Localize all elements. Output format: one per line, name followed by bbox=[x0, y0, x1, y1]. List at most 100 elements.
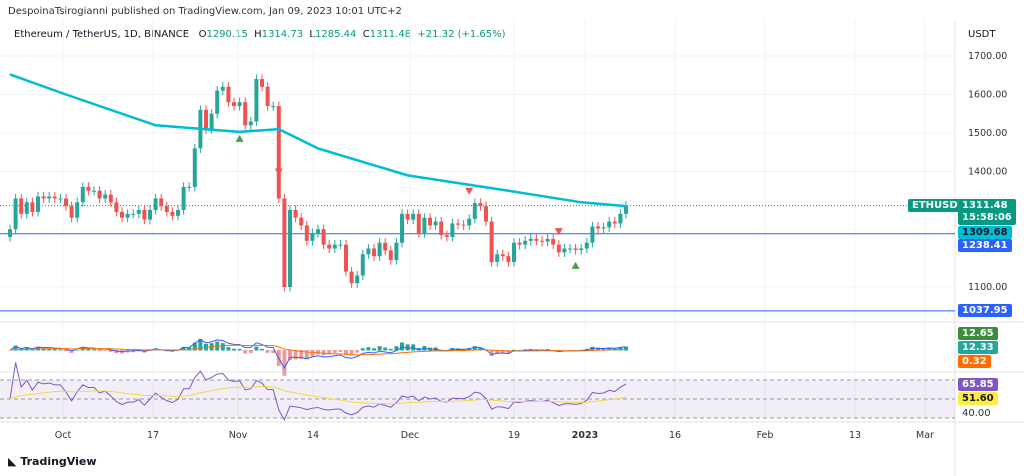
y-tick-label: 1600.00 bbox=[968, 90, 1007, 101]
macd-histogram-bar bbox=[624, 346, 628, 351]
open-value: 1290.15 bbox=[206, 29, 248, 40]
candle-body bbox=[607, 221, 612, 228]
candle-body bbox=[293, 210, 298, 218]
candle-body bbox=[97, 190, 102, 199]
candle-body bbox=[478, 203, 483, 207]
macd-histogram-bar bbox=[478, 347, 483, 351]
symbol-legend: Ethereum / TetherUS, 1D, BINANCE O1290.1… bbox=[14, 29, 506, 40]
candle-body bbox=[108, 194, 113, 203]
candle-body bbox=[136, 210, 141, 214]
candle-body bbox=[215, 90, 220, 114]
candle-body bbox=[433, 221, 438, 226]
macd-histogram-bar bbox=[299, 350, 304, 359]
candle-body bbox=[192, 148, 197, 187]
candle-body bbox=[237, 102, 242, 107]
macd-histogram-bar bbox=[573, 350, 578, 351]
candle-body bbox=[299, 217, 304, 226]
candle-body bbox=[394, 242, 399, 261]
candle-body bbox=[260, 79, 264, 87]
macd-histogram-bar bbox=[327, 350, 332, 355]
candle-body bbox=[624, 205, 628, 214]
macd-histogram-bar bbox=[69, 350, 74, 353]
rsi-tag: 65.85 bbox=[958, 378, 998, 391]
y-tick-label: 1400.00 bbox=[968, 167, 1007, 178]
last-price: 1311.48 bbox=[962, 200, 1008, 211]
macd-histogram-bar bbox=[58, 349, 63, 351]
x-tick-label: Feb bbox=[757, 430, 774, 441]
sell-signal-marker bbox=[274, 168, 283, 176]
candle-body bbox=[444, 235, 449, 237]
x-tick-label: 16 bbox=[669, 430, 681, 441]
candle-body bbox=[422, 217, 427, 234]
macd-histogram-bar bbox=[114, 350, 119, 354]
macd-histogram-bar bbox=[260, 348, 264, 351]
high-value: 1314.73 bbox=[261, 29, 304, 40]
candle-body bbox=[103, 194, 108, 199]
candle-body bbox=[338, 244, 343, 246]
y-tick-label: 1500.00 bbox=[968, 128, 1007, 139]
tradingview-logo[interactable]: ◣ TradingView bbox=[8, 455, 97, 468]
macd-histogram-bar bbox=[512, 349, 516, 351]
candle-body bbox=[170, 211, 175, 216]
macd-histogram-bar bbox=[590, 346, 595, 351]
candle-body bbox=[153, 198, 158, 210]
candle-body bbox=[416, 213, 421, 234]
x-tick-label: 2023 bbox=[572, 430, 598, 441]
change-value: +21.32 (+1.65%) bbox=[417, 29, 506, 40]
candle-body bbox=[545, 238, 550, 242]
candle-body bbox=[332, 244, 337, 249]
macd-histogram-bar bbox=[618, 347, 623, 351]
price-tag: 1311.48 15:58:06 bbox=[958, 199, 1016, 225]
candle-body bbox=[596, 226, 600, 229]
candle-body bbox=[36, 196, 40, 212]
candle-body bbox=[517, 242, 522, 245]
high-label: H bbox=[254, 29, 262, 40]
macd-histogram-bar bbox=[405, 344, 410, 351]
macd-histogram-bar bbox=[293, 350, 298, 360]
candle-body bbox=[226, 86, 231, 103]
countdown: 15:58:06 bbox=[962, 212, 1012, 223]
y-tick-label: 1700.00 bbox=[968, 51, 1007, 62]
candle-body bbox=[58, 198, 63, 200]
candle-body bbox=[472, 203, 477, 219]
low-value: 1285.44 bbox=[315, 29, 357, 40]
candle-body bbox=[355, 275, 360, 284]
x-tick-label: 13 bbox=[849, 430, 861, 441]
close-value: 1311.48 bbox=[369, 29, 412, 40]
symbol-tag: ETHUSDT bbox=[908, 199, 969, 212]
candle-body bbox=[159, 198, 164, 207]
candle-body bbox=[349, 271, 354, 284]
candle-body bbox=[528, 238, 533, 241]
candle-body bbox=[612, 221, 617, 224]
macd-histogram-bar bbox=[372, 348, 376, 351]
rsi-ma-line bbox=[9, 386, 627, 405]
macd-histogram-bar bbox=[349, 350, 354, 356]
macd-histogram-bar bbox=[506, 350, 511, 354]
candle-body bbox=[439, 221, 444, 236]
candle-body bbox=[456, 223, 460, 225]
candle-body bbox=[142, 210, 147, 220]
candle-body bbox=[321, 229, 326, 245]
macd-histogram-bar bbox=[388, 348, 393, 351]
candle-body bbox=[618, 213, 623, 224]
candle-body bbox=[584, 242, 589, 249]
x-tick-label: 14 bbox=[307, 430, 319, 441]
candle-body bbox=[405, 213, 410, 220]
candle-body bbox=[500, 254, 505, 257]
macd-tag: 12.33 bbox=[958, 341, 998, 354]
macd-histogram-bar bbox=[489, 350, 494, 357]
macd-histogram-bar bbox=[304, 350, 309, 360]
candle-body bbox=[288, 210, 292, 287]
macd-histogram-bar bbox=[198, 338, 203, 351]
x-tick-label: Mar bbox=[916, 430, 934, 441]
candle-body bbox=[92, 190, 96, 192]
macd-histogram-bar bbox=[523, 349, 528, 351]
macd-histogram-bar bbox=[8, 350, 12, 351]
candle-body bbox=[265, 86, 270, 107]
candle-body bbox=[114, 202, 119, 212]
candle-body bbox=[601, 227, 606, 229]
macd-histogram-bar bbox=[316, 350, 320, 355]
candle-body bbox=[316, 229, 320, 234]
candle-body bbox=[282, 198, 287, 287]
